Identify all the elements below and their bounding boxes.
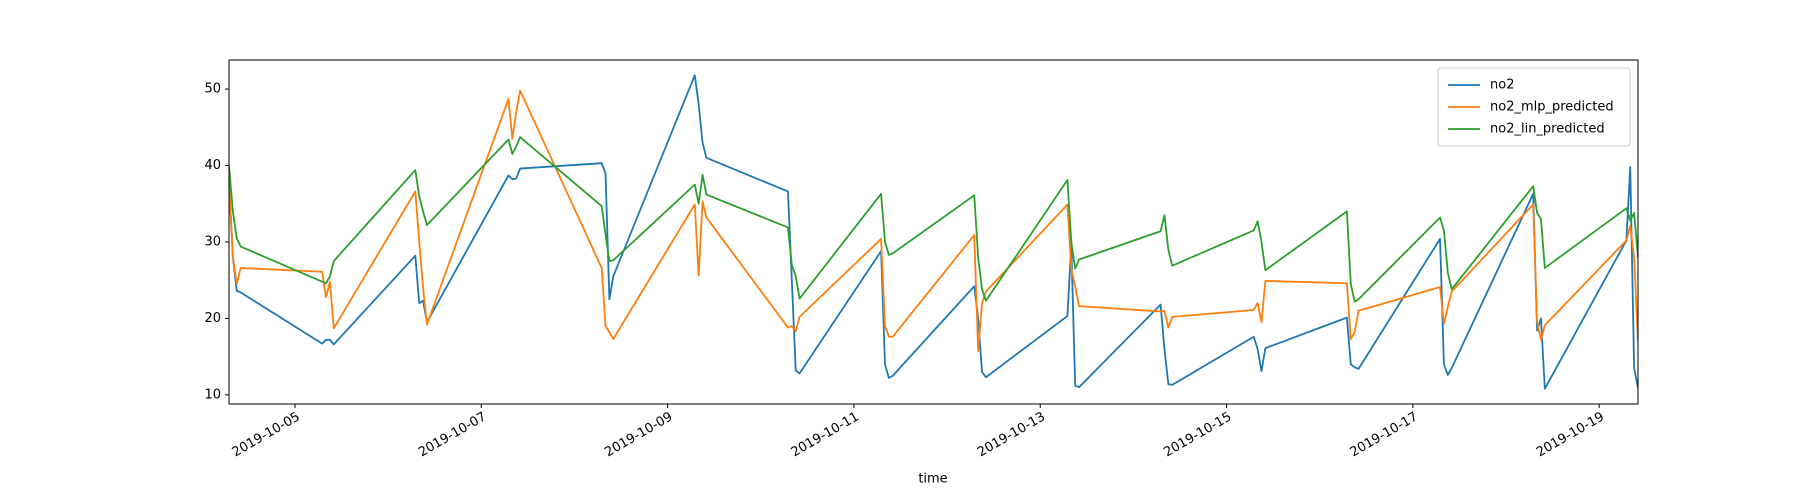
y-tick-label: 50 — [204, 82, 221, 97]
legend-label: no2 — [1490, 78, 1514, 93]
legend-label: no2_mlp_predicted — [1490, 100, 1614, 115]
x-tick-label: 2019-10-17 — [1348, 410, 1421, 461]
legend-label: no2_lin_predicted — [1490, 122, 1605, 137]
x-tick-label: 2019-10-15 — [1161, 410, 1234, 461]
x-tick-label: 2019-10-09 — [602, 410, 675, 461]
plot-frame — [228, 59, 1639, 405]
y-tick-label: 30 — [204, 234, 221, 249]
y-tick-label: 10 — [204, 387, 221, 402]
x-tick-label: 2019-10-19 — [1534, 410, 1607, 461]
x-tick-label: 2019-10-13 — [975, 410, 1048, 461]
y-tick-label: 40 — [204, 158, 221, 173]
x-tick-label: 2019-10-11 — [789, 410, 862, 461]
y-tick-label: 20 — [204, 311, 221, 326]
series-line — [229, 89, 1638, 353]
x-axis-label: time — [918, 472, 947, 487]
x-tick-label: 2019-10-07 — [416, 410, 489, 461]
legend-box — [1437, 67, 1631, 147]
x-tick-label: 2019-10-05 — [230, 410, 303, 461]
series-line — [229, 136, 1638, 303]
